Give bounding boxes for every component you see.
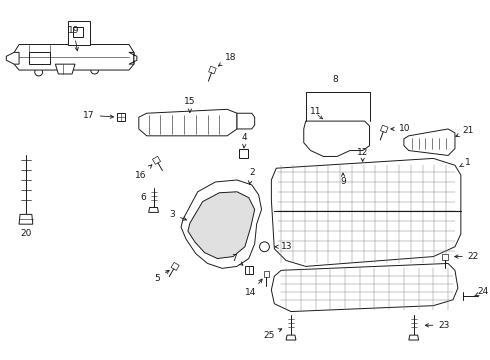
Polygon shape (181, 180, 262, 268)
Polygon shape (264, 271, 270, 277)
Polygon shape (14, 45, 134, 70)
Text: 12: 12 (357, 148, 368, 161)
Polygon shape (188, 192, 255, 258)
Polygon shape (237, 113, 255, 129)
Text: 15: 15 (184, 97, 196, 112)
Bar (73, 27, 83, 37)
Polygon shape (381, 125, 388, 133)
Bar (239, 149, 248, 158)
Circle shape (346, 137, 354, 145)
Bar (245, 266, 253, 274)
Polygon shape (339, 165, 347, 172)
Polygon shape (55, 64, 75, 74)
Polygon shape (6, 52, 19, 64)
Text: 22: 22 (455, 252, 479, 261)
Text: 14: 14 (245, 279, 262, 297)
Text: 21: 21 (456, 126, 474, 137)
Bar (117, 113, 125, 121)
Polygon shape (139, 109, 237, 136)
Polygon shape (68, 21, 90, 45)
Text: 20: 20 (20, 229, 32, 238)
Text: 19: 19 (68, 26, 80, 51)
Text: 1: 1 (460, 158, 470, 167)
Text: 11: 11 (310, 107, 321, 116)
Circle shape (35, 68, 43, 76)
Circle shape (91, 66, 98, 74)
Text: 13: 13 (275, 242, 293, 251)
Text: 24: 24 (475, 287, 489, 296)
Polygon shape (271, 264, 458, 311)
Text: 2: 2 (248, 168, 254, 184)
Polygon shape (152, 156, 161, 165)
Polygon shape (129, 52, 137, 64)
Text: 8: 8 (332, 75, 338, 84)
Circle shape (330, 131, 340, 141)
Polygon shape (404, 129, 455, 156)
Polygon shape (286, 335, 296, 340)
Polygon shape (209, 66, 216, 74)
Polygon shape (304, 121, 369, 157)
Polygon shape (171, 262, 179, 270)
Text: 18: 18 (219, 53, 237, 66)
Text: 16: 16 (135, 165, 152, 180)
Polygon shape (271, 158, 461, 266)
Text: 17: 17 (83, 111, 114, 120)
Polygon shape (19, 214, 33, 224)
Text: 10: 10 (391, 125, 411, 134)
Text: 7: 7 (231, 254, 243, 265)
Polygon shape (148, 207, 158, 212)
Bar (29, 52, 50, 64)
Text: 5: 5 (155, 270, 169, 283)
Circle shape (260, 242, 270, 252)
Polygon shape (409, 335, 418, 340)
Polygon shape (442, 254, 448, 260)
Text: 9: 9 (340, 173, 346, 186)
Text: 6: 6 (141, 193, 147, 202)
Text: 23: 23 (425, 321, 450, 330)
Text: 25: 25 (263, 329, 282, 339)
Text: 4: 4 (242, 133, 247, 148)
Text: 3: 3 (170, 210, 186, 220)
